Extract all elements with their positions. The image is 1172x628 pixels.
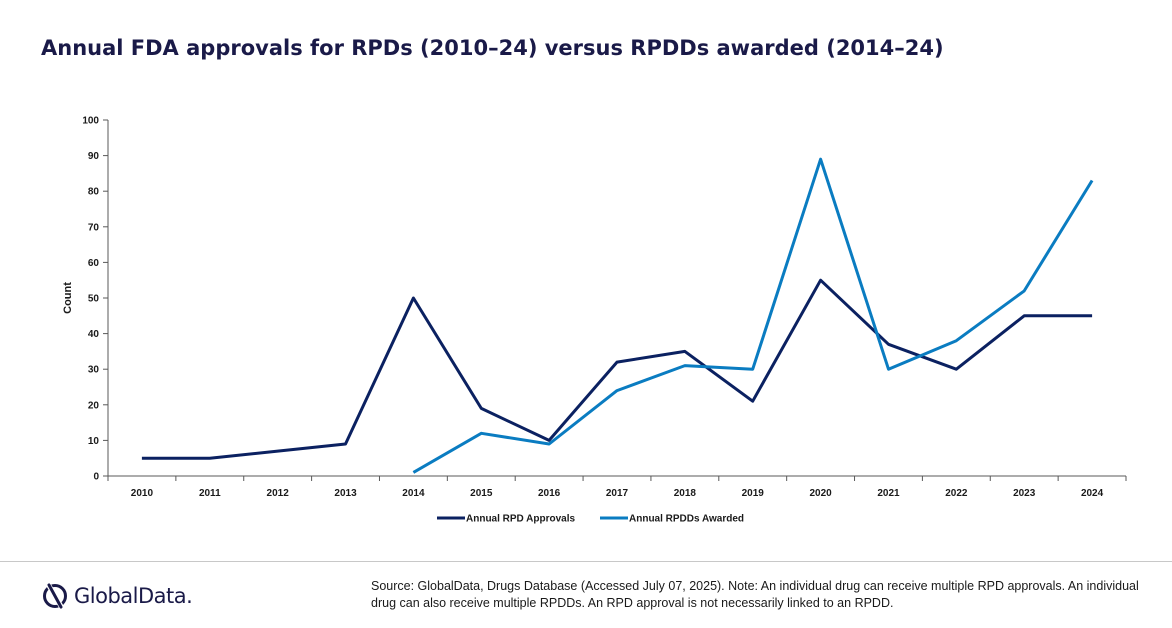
y-tick-label: 50 [88,294,100,305]
series-line-1 [141,278,1093,460]
y-tick-label: 10 [88,436,100,447]
x-tick-label: 2024 [1081,488,1104,499]
x-tick-label: 2019 [742,488,765,499]
x-tick-label: 2014 [402,488,425,499]
y-tick-label: 60 [88,258,100,269]
x-tick-label: 2022 [945,488,968,499]
legend-label: Annual RPDDs Awarded [629,514,744,525]
y-tick-label: 40 [88,329,100,340]
globaldata-logo-icon [43,582,67,610]
legend-label: Annual RPD Approvals [466,514,576,525]
line-chart: 0 10 20 30 40 50 60 70 80 90 100 2010 2011 2012 2013 20… [62,116,1127,525]
x-tick-label: 2012 [267,488,290,499]
y-tick-label: 90 [88,151,100,162]
x-tick-label: 2020 [809,488,832,499]
x-tick-label: 2016 [538,488,561,499]
footer-divider [0,561,1172,562]
x-tick-label: 2017 [606,488,629,499]
y-axis-label: Count [62,282,74,314]
chart-title: Annual FDA approvals for RPDs (2010–24) … [41,36,944,60]
chart-legend: Annual RPD Approvals Annual RPDDs Awarded [437,514,744,525]
chart-series [141,157,1094,474]
x-tick-label: 2018 [674,488,697,499]
y-tick-label: 100 [82,116,99,127]
x-tick-label: 2010 [131,488,154,499]
globaldata-logo: GlobalData. [42,580,193,612]
chart-axes: 0 10 20 30 40 50 60 70 80 90 100 2010 2011 2012 2013 20… [62,116,1127,499]
x-tick-label: 2011 [199,488,221,499]
x-tick-label: 2013 [334,488,357,499]
logo-text: GlobalData. [74,584,193,608]
y-tick-label: 20 [88,400,100,411]
y-tick-label: 70 [88,222,100,233]
x-tick-label: 2021 [877,488,900,499]
y-tick-label: 0 [93,472,99,483]
x-tick-label: 2015 [470,488,493,499]
y-tick-label: 30 [88,365,100,376]
x-tick-label: 2023 [1013,488,1036,499]
series-line-2 [412,157,1094,474]
source-note: Source: GlobalData, Drugs Database (Acce… [371,579,1139,610]
y-tick-label: 80 [88,187,100,198]
